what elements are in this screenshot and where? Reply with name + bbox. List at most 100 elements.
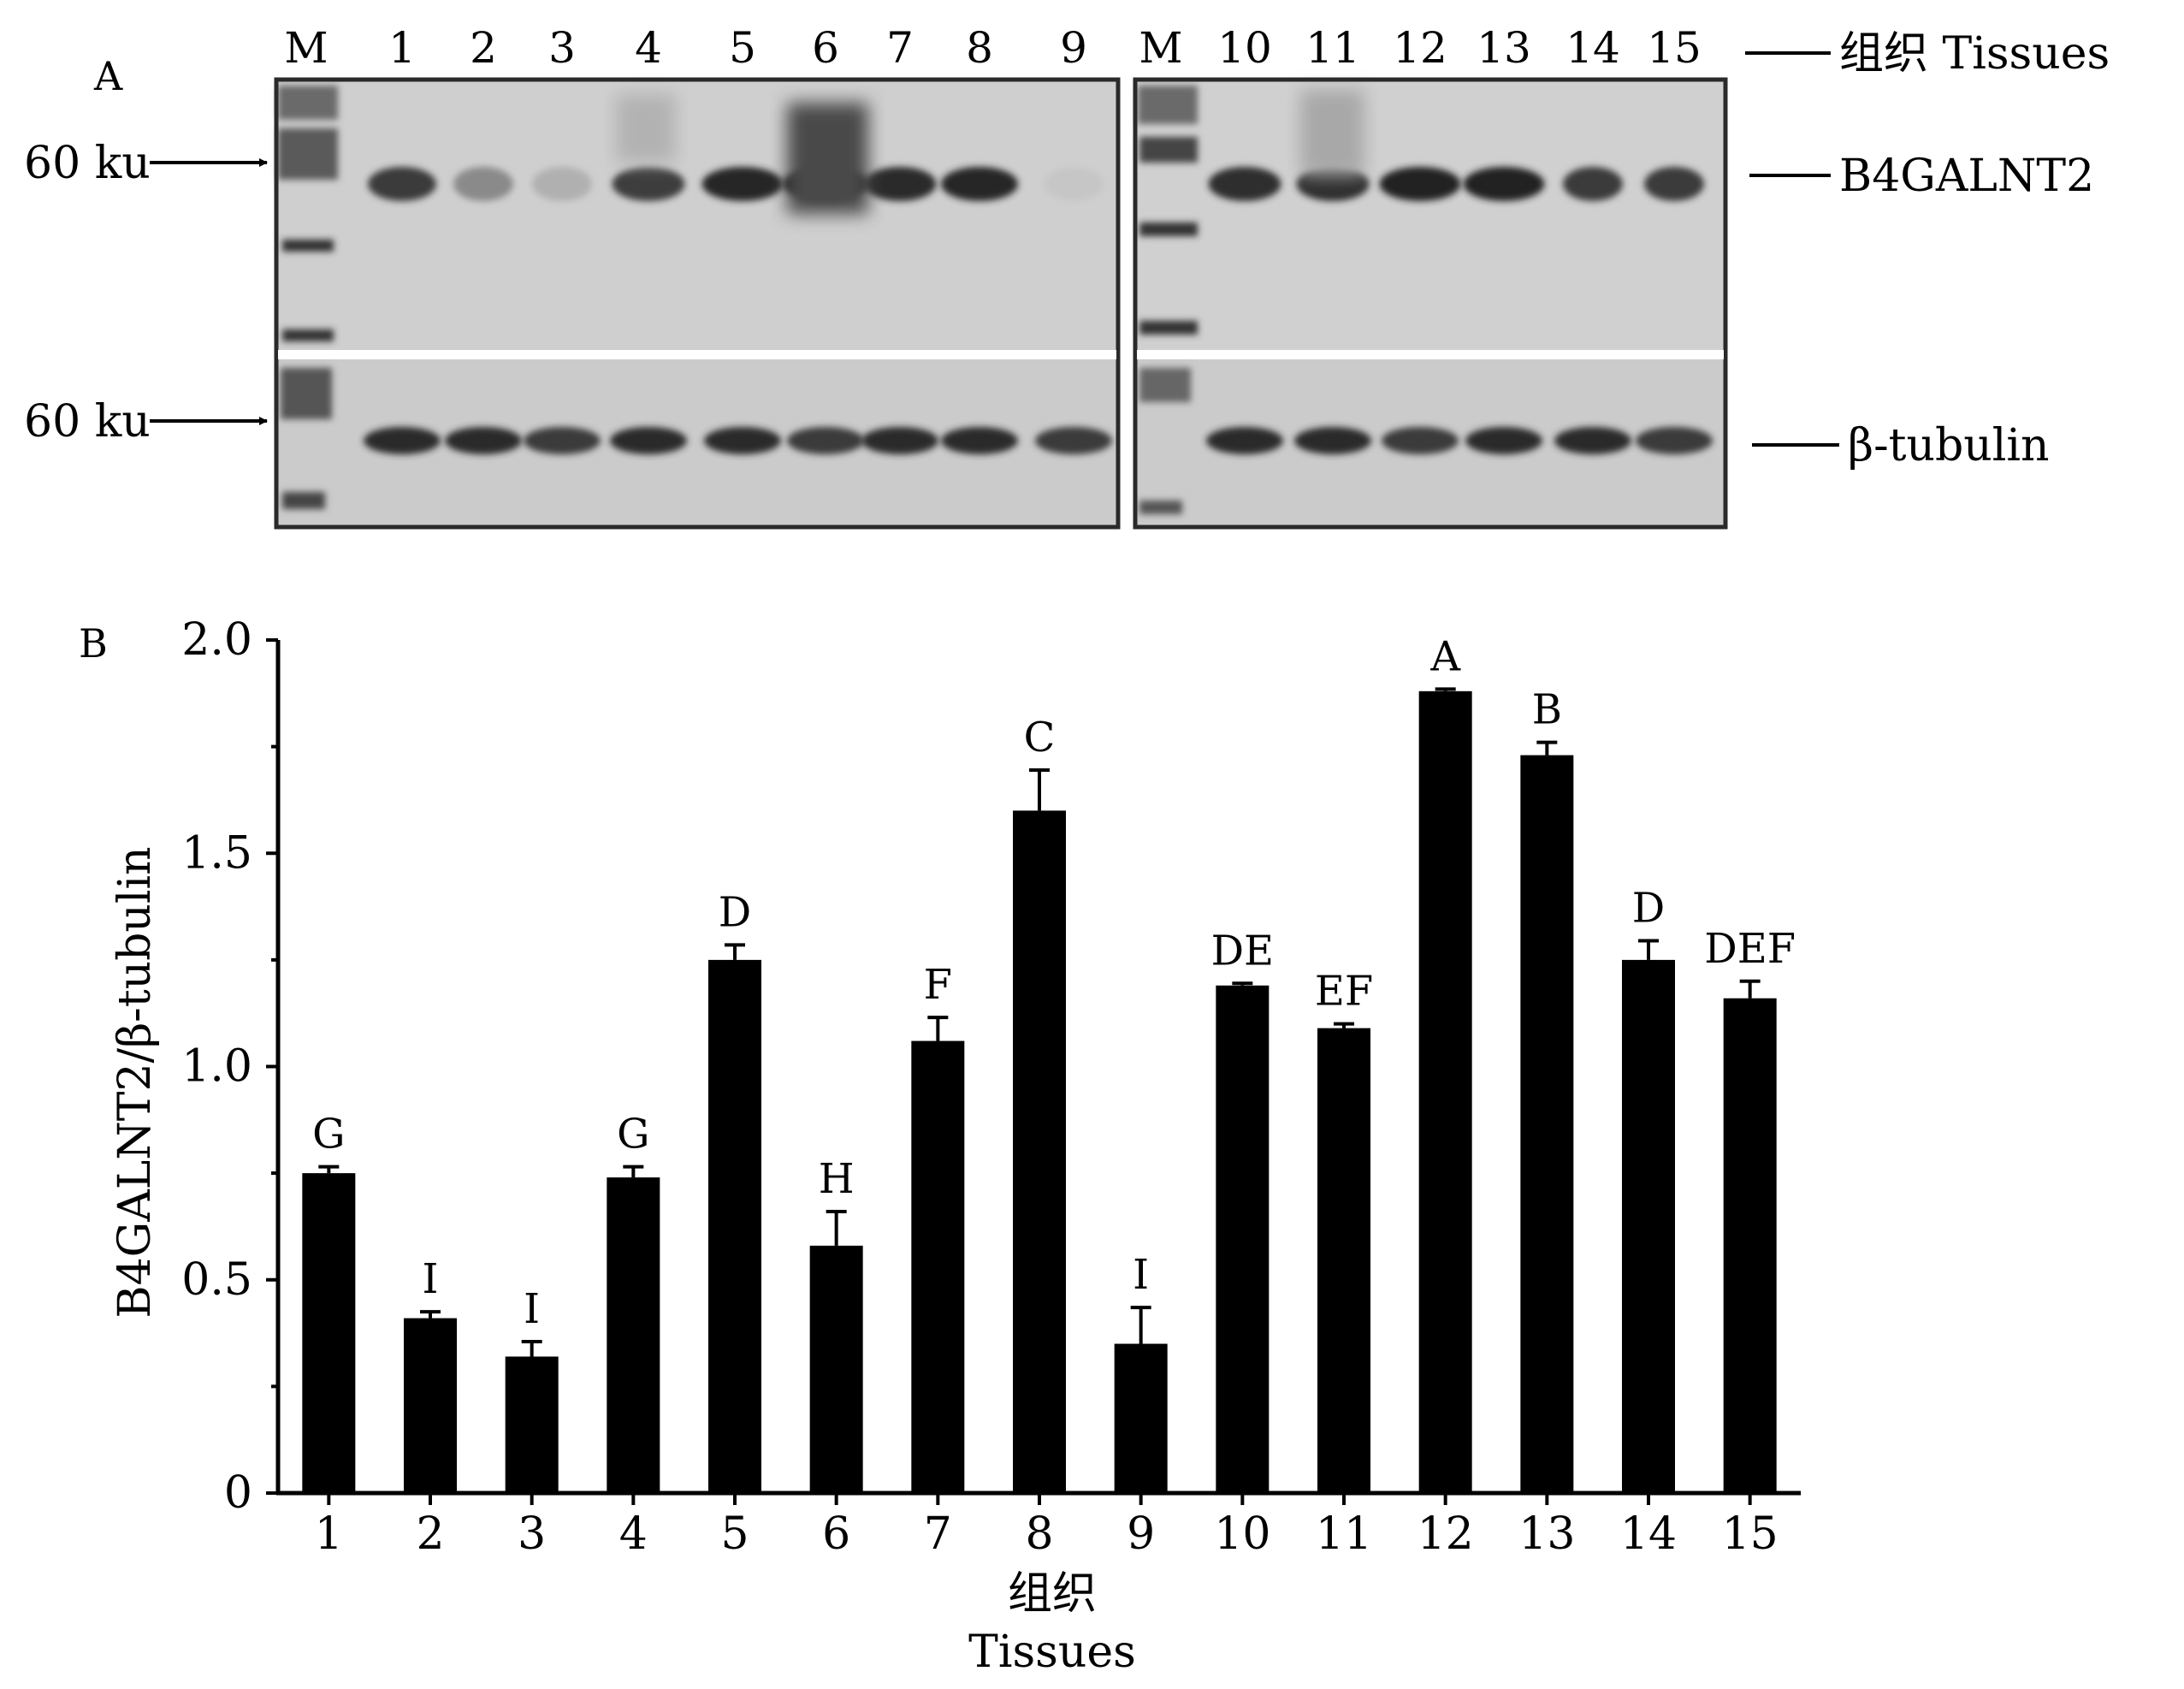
lane-label: 2 <box>470 23 497 73</box>
significance-label: F <box>924 961 952 1009</box>
significance-label: DE <box>1211 927 1275 975</box>
x-axis-title-en: Tissues <box>968 1627 1136 1678</box>
tubulin-band <box>1636 427 1713 454</box>
panel-a-letter: A <box>93 53 123 99</box>
significance-label: I <box>423 1255 439 1303</box>
bar <box>911 1040 965 1493</box>
tubulin-band <box>1294 427 1371 454</box>
b4galnt2-band <box>1379 167 1461 201</box>
blot-divider-left <box>278 350 1116 359</box>
lane-label: 1 <box>388 23 416 73</box>
b4galnt2-band <box>532 167 592 201</box>
x-tick-label: 1 <box>315 1508 343 1560</box>
bar <box>1418 690 1472 1493</box>
y-axis-title: B4GALNT2/β-tubulin <box>109 846 161 1318</box>
significance-label: B <box>1532 686 1562 734</box>
x-tick-label: 13 <box>1518 1508 1575 1560</box>
tubulin-band <box>704 427 781 454</box>
lane-label: 6 <box>812 23 839 73</box>
x-tick-label: 4 <box>619 1508 648 1560</box>
bar-chart: 0 0.5 1.0 1.5 2.0 G 1 I 2 I 3 G 4 D 5 H 6 F 7 C 8 I 9 DE 10 EF 11 A… <box>181 614 1801 1560</box>
b4galnt2-band <box>1644 167 1704 201</box>
y-tick-label: 1.5 <box>181 827 252 879</box>
b4galnt2-band <box>701 167 784 201</box>
lane-label: 5 <box>729 23 756 73</box>
y-tick-label: 0 <box>224 1467 252 1519</box>
x-tick-label: 11 <box>1316 1508 1372 1560</box>
x-tick-label: 12 <box>1418 1508 1474 1560</box>
bar <box>708 959 761 1493</box>
significance-label: C <box>1024 714 1056 762</box>
ladder-left <box>278 86 338 509</box>
y-tick-label: 1.0 <box>181 1041 252 1093</box>
lane-label: 11 <box>1305 23 1360 73</box>
x-tick-label: 8 <box>1025 1508 1053 1560</box>
x-tick-label: 9 <box>1127 1508 1155 1560</box>
lane-label: 15 <box>1647 23 1702 73</box>
tubulin-band <box>1465 427 1542 454</box>
y-tick-label: 0.5 <box>181 1254 252 1306</box>
blot-left-top <box>276 80 1118 350</box>
b4galnt2-band <box>1463 167 1545 201</box>
bar <box>1216 985 1270 1493</box>
lane-label: 10 <box>1217 23 1272 73</box>
x-tick-label: 14 <box>1620 1508 1677 1560</box>
lane-label: 12 <box>1393 23 1447 73</box>
bar <box>809 1245 863 1493</box>
bar <box>1520 755 1574 1493</box>
significance-label: D <box>1632 884 1665 932</box>
lane-label: 14 <box>1565 23 1620 73</box>
b4galnt2-band <box>1208 167 1281 201</box>
bar <box>1013 810 1066 1493</box>
significance-label: G <box>617 1111 649 1159</box>
b4galnt2-band <box>612 167 685 201</box>
bar <box>1317 1028 1370 1493</box>
significance-label: D <box>719 888 751 936</box>
x-tick-label: 2 <box>416 1508 444 1560</box>
tubulin-band <box>445 427 522 454</box>
panel-b: B 0 0.5 1.0 1.5 2.0 G 1 I 2 I 3 G 4 D 5 H 6 F 7 C 8 I 9 DE 10 EF 1… <box>79 614 1801 1678</box>
blot-right-border <box>1133 77 1728 530</box>
significance-label: A <box>1429 632 1461 680</box>
marker-label-bottom: 60 ku <box>24 396 151 447</box>
b4galnt2-band <box>1044 167 1104 201</box>
bar <box>1723 998 1777 1493</box>
band-smear <box>787 103 868 214</box>
b4galnt2-band <box>368 167 436 201</box>
bar <box>1114 1343 1168 1493</box>
tubulin-bands <box>364 427 1713 454</box>
bar <box>607 1177 660 1493</box>
tubulin-band <box>1035 427 1112 454</box>
significance-label: I <box>1133 1251 1149 1299</box>
b4galnt2-band <box>941 167 1018 201</box>
significance-label: G <box>312 1111 345 1159</box>
bar <box>1622 959 1675 1493</box>
band-label-bottom: β-tubulin <box>1848 420 2050 471</box>
x-tick-label: 7 <box>924 1508 952 1560</box>
significance-label: H <box>819 1155 855 1203</box>
tubulin-band <box>364 427 441 454</box>
tubulin-band <box>941 427 1018 454</box>
band-smear <box>616 94 676 163</box>
tubulin-band <box>610 427 687 454</box>
x-tick-label: 15 <box>1722 1508 1779 1560</box>
blot-left-border <box>274 77 1121 530</box>
significance-label: DEF <box>1704 925 1796 973</box>
ladder-right <box>1138 86 1198 514</box>
significance-label: I <box>524 1285 540 1333</box>
tubulin-band <box>524 427 601 454</box>
b4galnt2-band <box>1563 167 1623 201</box>
b4galnt2-band <box>453 167 513 201</box>
lane-label: 4 <box>635 23 662 73</box>
band-smear <box>1300 90 1364 175</box>
panel-b-letter: B <box>79 620 108 667</box>
lane-label: M <box>1139 23 1182 73</box>
b4galnt2-bands <box>368 90 1704 214</box>
blot-divider-right <box>1137 350 1724 359</box>
lane-label: 13 <box>1477 23 1531 73</box>
lane-label: M <box>284 23 328 73</box>
x-tick-label: 10 <box>1214 1508 1270 1560</box>
